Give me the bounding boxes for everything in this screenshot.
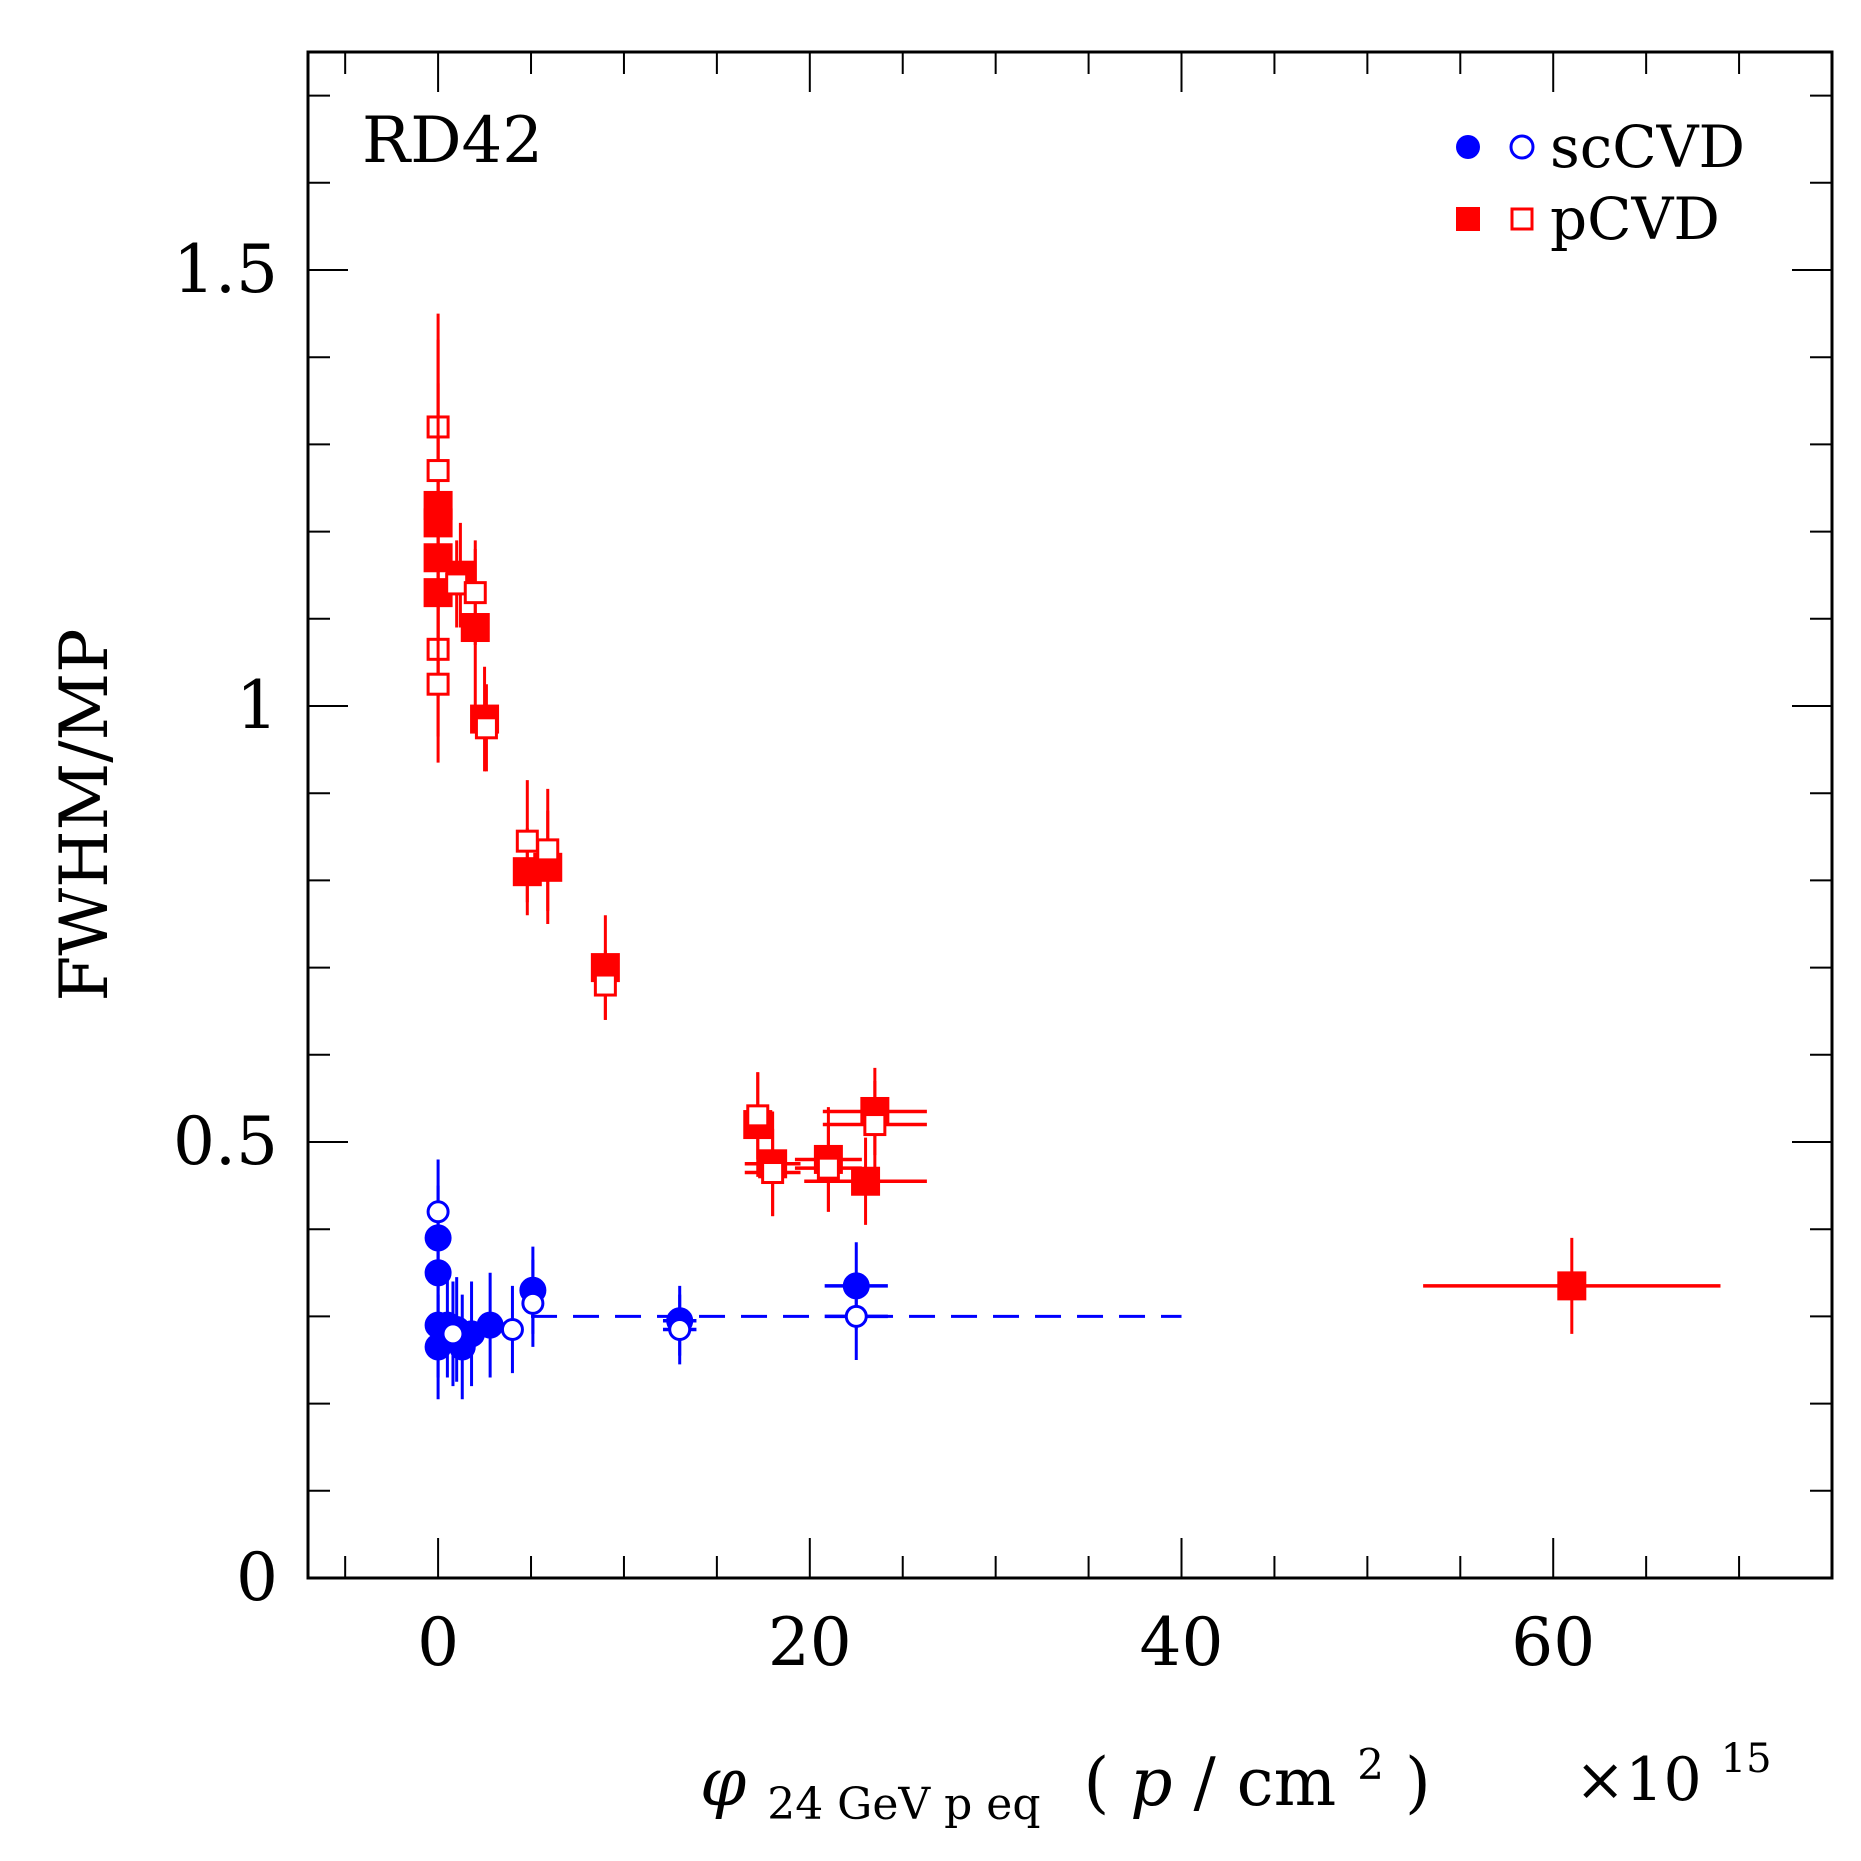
pcvd-open-point [593,973,617,997]
pcvd-filled-point [1557,1271,1587,1301]
x-label-p: p [1130,1744,1172,1821]
legend-marker-filled [1456,207,1480,231]
y-tick-label: 1.5 [173,231,278,308]
x-multiplier: ×10 15 [1575,1736,1772,1815]
legend-label: pCVD [1550,185,1720,253]
pcvd-open-point [463,581,487,605]
x-label-symbol: φ [700,1744,746,1821]
y-tick-label: 0.5 [173,1103,278,1180]
x-label-slash: / [1193,1744,1216,1821]
pcvd-open-point [536,838,560,862]
x-axis-label: φ 24 GeV p eq ( p / cm 2 ) [700,1718,1431,1835]
y-axis-label: FWHM/MP [46,629,123,1002]
x-label-subscript: 24 GeV p eq [767,1779,1040,1830]
x-tick-label: 0 [417,1604,459,1681]
pcvd-filled-point [851,1166,881,1196]
sccvd-open-point [844,1304,868,1328]
tick-labels: 0 20 40 60 0 0.5 1 1.5 [173,231,1595,1681]
data-points [423,313,1721,1400]
x-multiplier-base: ×10 [1575,1745,1702,1815]
rd42-annotation: RD42 [362,104,543,178]
x-label-cm: cm [1237,1744,1337,1821]
x-label-close: ) [1405,1744,1431,1821]
pcvd-open-point [515,829,539,853]
pcvd-open-point [426,459,450,483]
legend-marker-filled [1456,135,1480,159]
y-tick-label: 0 [236,1539,278,1616]
sccvd-open-point [668,1317,692,1341]
x-multiplier-exponent: 15 [1721,1736,1772,1782]
x-tick-label: 20 [768,1604,852,1681]
legend-marker-open [1509,134,1535,160]
x-tick-label: 60 [1511,1604,1595,1681]
x-label-exp: 2 [1357,1740,1384,1789]
sccvd-open-point [500,1317,524,1341]
pcvd-open-point [426,672,450,696]
x-label-open: ( [1083,1744,1109,1821]
pcvd-open-point [761,1161,785,1185]
pcvd-open-point [746,1104,770,1128]
pcvd-open-point [445,572,469,596]
plot-frame [306,50,1834,1580]
axes-ticks [308,52,1833,1579]
sccvd-filled-point [476,1311,504,1339]
pcvd-open-point [816,1156,840,1180]
sccvd-open-point [521,1291,545,1315]
sccvd-open-point [426,1200,450,1224]
y-tick-label: 1 [236,667,278,744]
sccvd-open-point [441,1322,465,1346]
pcvd-open-point [863,1113,887,1137]
legend-label: scCVD [1550,113,1745,181]
x-tick-label: 40 [1140,1604,1224,1681]
pcvd-open-point [474,716,498,740]
legend-marker-open [1510,207,1534,231]
